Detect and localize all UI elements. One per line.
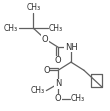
Text: NH: NH — [65, 43, 77, 52]
Text: CH₃: CH₃ — [4, 24, 18, 33]
Text: O: O — [55, 56, 61, 65]
Text: O: O — [43, 66, 50, 75]
Text: O: O — [55, 94, 61, 103]
Text: CH₃: CH₃ — [49, 24, 63, 33]
Text: CH₃: CH₃ — [71, 94, 85, 103]
Text: CH₃: CH₃ — [26, 3, 40, 12]
Text: O: O — [42, 35, 49, 44]
Text: N: N — [55, 79, 61, 88]
Text: CH₃: CH₃ — [31, 86, 45, 95]
